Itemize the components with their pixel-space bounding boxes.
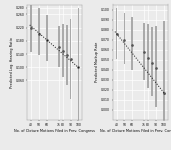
Bar — [116, 8, 117, 59]
Bar — [147, 24, 149, 88]
Bar — [70, 19, 71, 99]
Bar — [151, 27, 153, 96]
Bar — [58, 26, 60, 67]
Bar — [123, 13, 125, 64]
Bar — [131, 17, 133, 70]
Bar — [46, 15, 48, 61]
Bar — [163, 21, 165, 150]
Bar — [62, 24, 64, 77]
Bar — [78, 8, 79, 128]
Bar — [38, 8, 40, 55]
Bar — [30, 0, 32, 52]
Y-axis label: Predicted Log. Hearing Ratio: Predicted Log. Hearing Ratio — [10, 37, 14, 88]
X-axis label: No. of Cloture Motions Filed in Prev. Congress: No. of Cloture Motions Filed in Prev. Co… — [100, 129, 171, 133]
Bar — [155, 26, 157, 107]
Y-axis label: Predicted Markup Rate: Predicted Markup Rate — [95, 42, 99, 82]
Bar — [143, 23, 145, 80]
Bar — [66, 25, 68, 85]
X-axis label: No. of Cloture Motions Filed in Prev. Congress: No. of Cloture Motions Filed in Prev. Co… — [14, 129, 95, 133]
